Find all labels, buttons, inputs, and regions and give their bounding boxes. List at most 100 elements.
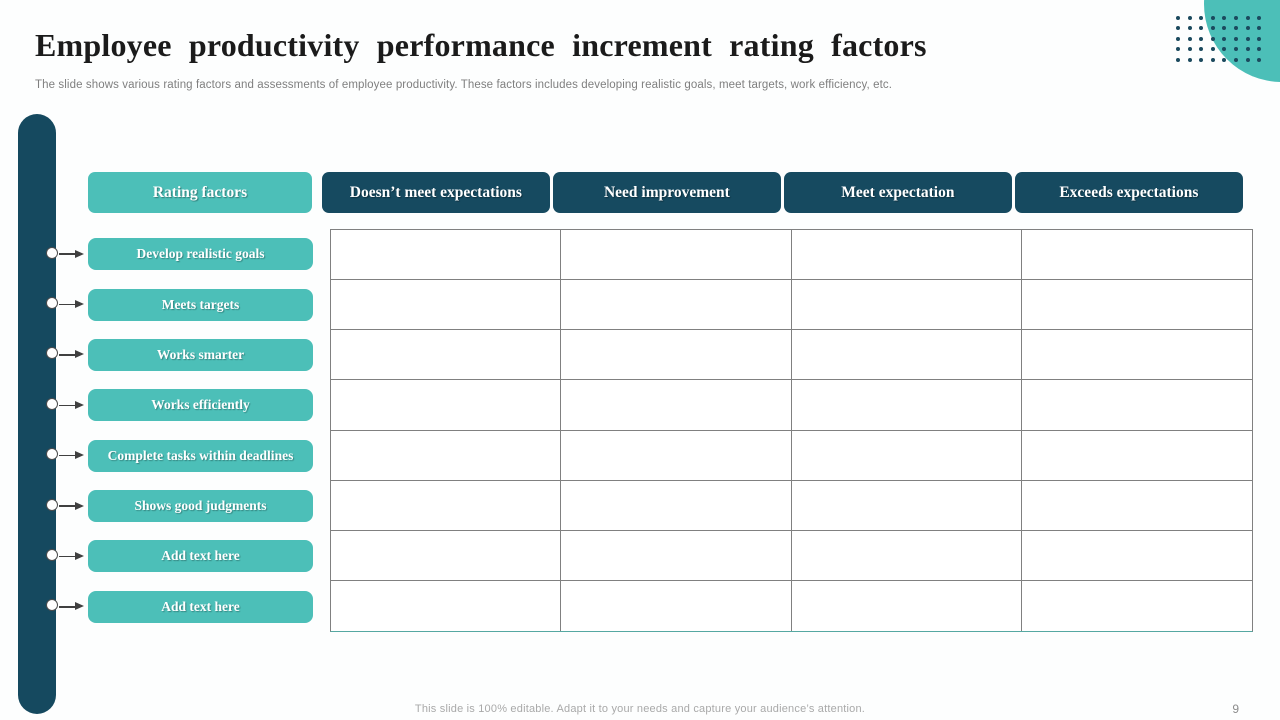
table-cell-r4-c4[interactable] xyxy=(1021,380,1252,431)
dot xyxy=(1210,16,1215,20)
table-cell-r1-c3[interactable] xyxy=(791,230,1022,281)
arrow-right-icon xyxy=(75,400,84,409)
table-cell-r8-c1[interactable] xyxy=(331,580,562,631)
table-cell-r4-c1[interactable] xyxy=(331,380,562,431)
dot xyxy=(1210,57,1215,62)
dot xyxy=(1233,16,1238,20)
dot xyxy=(1245,57,1250,62)
table-cell-r7-c1[interactable] xyxy=(331,530,562,581)
dot xyxy=(1199,47,1204,52)
dot xyxy=(1187,16,1192,20)
table-cell-r2-c4[interactable] xyxy=(1021,280,1252,331)
dot xyxy=(1233,26,1238,31)
table-cell-r2-c2[interactable] xyxy=(561,280,792,331)
table-cell-r5-c1[interactable] xyxy=(331,430,562,481)
dot xyxy=(1187,47,1192,52)
table-cell-r6-c1[interactable] xyxy=(331,480,562,531)
dot xyxy=(1210,47,1215,52)
table-cell-r8-c2[interactable] xyxy=(561,580,792,631)
dot-grid-decoration xyxy=(1176,16,1262,62)
table-cell-r5-c4[interactable] xyxy=(1021,431,1252,481)
connector-node-circle xyxy=(46,448,58,461)
rating-factor-label-1[interactable]: Develop realistic goals xyxy=(88,238,313,271)
rating-factor-label-4[interactable]: Works efficiently xyxy=(88,389,313,422)
arrow-right-icon xyxy=(75,451,84,460)
dot xyxy=(1222,16,1227,20)
arrow-right-icon xyxy=(75,249,84,258)
table-cell-r2-c1[interactable] xyxy=(331,280,562,331)
table-cell-r6-c3[interactable] xyxy=(791,480,1022,531)
column-header-1[interactable]: Doesn’t meet expectations xyxy=(322,172,550,213)
dot xyxy=(1210,36,1215,41)
dot xyxy=(1257,16,1262,20)
connector-node-circle xyxy=(46,347,58,360)
table-cell-r1-c4[interactable] xyxy=(1021,230,1252,281)
table-cell-r1-c1[interactable] xyxy=(331,230,562,281)
dot xyxy=(1222,47,1227,52)
dot xyxy=(1257,26,1262,31)
dot xyxy=(1176,16,1180,20)
column-header-4[interactable]: Exceeds expectations xyxy=(1015,172,1243,213)
dot xyxy=(1199,16,1204,20)
dot xyxy=(1245,26,1250,31)
dot xyxy=(1245,36,1250,41)
connector-node-circle xyxy=(46,246,58,259)
connector-node-circle xyxy=(46,548,58,561)
table-cell-r3-c4[interactable] xyxy=(1021,330,1252,381)
column-header-rating-factors[interactable]: Rating factors xyxy=(88,172,312,213)
dot xyxy=(1222,26,1227,31)
dot xyxy=(1187,57,1192,62)
arrow-right-icon xyxy=(75,350,84,359)
connector-arrow-line xyxy=(59,404,76,407)
connector-arrow-line xyxy=(59,303,76,306)
table-cell-r2-c3[interactable] xyxy=(791,280,1022,331)
dot xyxy=(1187,26,1192,31)
table-cell-r3-c3[interactable] xyxy=(791,330,1022,381)
connector-arrow-line xyxy=(59,253,76,255)
table-cell-r8-c3[interactable] xyxy=(792,580,1022,631)
dot xyxy=(1257,57,1262,62)
column-header-3[interactable]: Meet expectation xyxy=(784,172,1012,213)
dot xyxy=(1187,36,1192,41)
table-cell-r3-c2[interactable] xyxy=(561,330,792,381)
table-cell-r8-c4[interactable] xyxy=(1022,581,1252,631)
table-cell-r4-c3[interactable] xyxy=(791,380,1022,431)
table-cell-r5-c3[interactable] xyxy=(791,430,1022,481)
dot xyxy=(1176,36,1180,41)
rating-factor-label-3[interactable]: Works smarter xyxy=(88,338,313,371)
table-cell-r7-c2[interactable] xyxy=(561,530,792,581)
dot xyxy=(1199,26,1204,31)
dot xyxy=(1199,57,1204,62)
connector-node-circle xyxy=(46,397,58,410)
dot xyxy=(1176,26,1180,31)
connector-arrow-line xyxy=(59,354,76,356)
rating-factor-label-5[interactable]: Complete tasks within deadlines xyxy=(88,439,313,472)
rating-factor-label-6[interactable]: Shows good judgments xyxy=(88,490,313,523)
arrow-right-icon xyxy=(75,501,84,510)
arrow-right-icon xyxy=(75,551,84,560)
rating-factor-label-7[interactable]: Add text here xyxy=(88,540,313,573)
table-cell-r4-c2[interactable] xyxy=(561,380,792,431)
rating-factor-label-2[interactable]: Meets targets xyxy=(88,288,313,321)
dot xyxy=(1199,36,1204,41)
connector-node-circle xyxy=(46,498,58,511)
table-cell-r6-c4[interactable] xyxy=(1021,481,1252,531)
table-cell-r6-c2[interactable] xyxy=(561,480,792,531)
table-cell-r5-c2[interactable] xyxy=(561,430,792,481)
connector-arrow-line xyxy=(59,606,76,608)
dot xyxy=(1176,57,1180,62)
column-header-2[interactable]: Need improvement xyxy=(553,172,781,213)
dot xyxy=(1222,57,1227,62)
slide-subtitle: The slide shows various rating factors a… xyxy=(35,79,893,91)
rating-factor-label-8[interactable]: Add text here xyxy=(88,590,313,623)
page-title: Employee productivity performance increm… xyxy=(35,27,927,63)
table-cell-r3-c1[interactable] xyxy=(331,330,562,381)
dot xyxy=(1257,36,1262,41)
table-cell-r7-c4[interactable] xyxy=(1021,531,1252,581)
table-cell-r1-c2[interactable] xyxy=(561,230,792,281)
table-cell-r7-c3[interactable] xyxy=(791,530,1022,581)
connector-arrow-line xyxy=(59,505,76,507)
dot xyxy=(1222,36,1227,41)
dot xyxy=(1257,47,1262,52)
